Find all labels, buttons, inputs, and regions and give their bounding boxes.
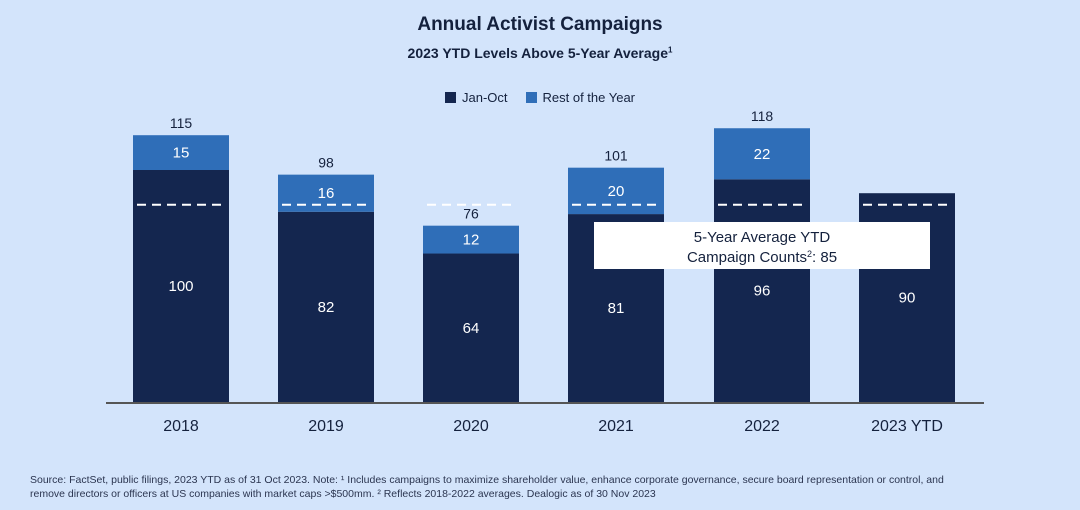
bar-rest-of-year-2021 [568, 167, 664, 215]
legend-swatch-rest-of-year [525, 92, 537, 103]
legend-label-jan-oct: Jan-Oct [461, 90, 508, 105]
legend-item-jan-oct: Jan-Oct [444, 90, 508, 105]
x-tick-label-2023-ytd: 2023 YTD [871, 418, 943, 435]
x-tick-label-2020: 2020 [453, 418, 489, 435]
bar-rest-of-year-2020 [423, 225, 519, 254]
subtitle-text: 2023 YTD Levels Above 5-Year Average [407, 45, 668, 61]
bar-rest-of-year-2018 [133, 135, 229, 170]
subtitle-footnote-marker: 1 [668, 45, 673, 55]
data-label-rest-of-year-2021: 20 [608, 183, 625, 200]
data-label-rest-of-year-2022: 22 [754, 146, 771, 163]
bar-rest-of-year-2022 [714, 128, 810, 180]
data-label-jan-oct-2021: 81 [608, 300, 625, 317]
data-label-jan-oct-2023-ytd: 90 [899, 290, 916, 307]
footnote-line-1: Source: FactSet, public filings, 2023 YT… [30, 474, 944, 486]
x-tick-label-2021: 2021 [598, 418, 634, 435]
total-label-2022: 118 [751, 108, 774, 124]
data-label-rest-of-year-2020: 12 [463, 232, 480, 249]
data-label-rest-of-year-2018: 15 [173, 145, 190, 162]
data-label-jan-oct-2019: 82 [318, 299, 335, 316]
total-label-2019: 98 [318, 155, 334, 171]
annotation-line-1: 5-Year Average YTD [694, 229, 831, 246]
chart-title: Annual Activist Campaigns [417, 14, 663, 35]
annotation-line-2: Campaign Counts2: 85 [687, 249, 837, 266]
source-footnote: Source: FactSet, public filings, 2023 YT… [30, 473, 1060, 501]
bar-jan-oct-2019 [278, 211, 374, 402]
data-label-jan-oct-2022: 96 [754, 283, 771, 300]
x-tick-label-2019: 2019 [308, 418, 344, 435]
legend-label-rest-of-year: Rest of the Year [542, 90, 636, 105]
chart-subtitle: 2023 YTD Levels Above 5-Year Average1 [0, 45, 1080, 61]
data-label-jan-oct-2020: 64 [463, 320, 480, 337]
total-label-2018: 115 [170, 115, 193, 131]
plot-area: 100 15 115 2018 82 16 98 2019 64 12 76 2020 81 20 101 2… [106, 108, 984, 435]
legend: Jan-Oct Rest of the Year [0, 90, 1080, 105]
legend-swatch-jan-oct [444, 92, 456, 103]
x-tick-label-2022: 2022 [744, 418, 780, 435]
annotation-box [594, 222, 930, 269]
footnote-line-2: remove directors or officers at US compa… [30, 488, 656, 500]
bar-jan-oct-2020 [423, 253, 519, 402]
data-label-jan-oct-2018: 100 [168, 278, 193, 295]
legend-item-rest-of-year: Rest of the Year [525, 90, 636, 105]
x-tick-label-2018: 2018 [163, 418, 199, 435]
total-label-2021: 101 [604, 148, 628, 164]
data-label-rest-of-year-2019: 16 [318, 185, 335, 202]
bar-jan-oct-2022 [714, 179, 810, 402]
bar-jan-oct-2018 [133, 170, 229, 402]
total-label-2020: 76 [463, 206, 479, 222]
